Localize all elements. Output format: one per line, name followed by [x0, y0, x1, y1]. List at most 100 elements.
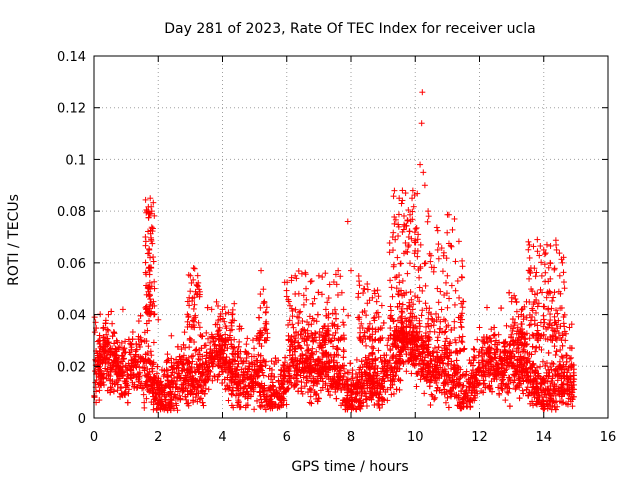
data-point	[525, 238, 532, 245]
data-point	[425, 213, 432, 220]
data-point	[414, 190, 421, 197]
data-points	[91, 89, 578, 414]
data-point	[322, 306, 329, 313]
data-point	[363, 312, 370, 319]
data-point	[399, 301, 406, 308]
data-point	[374, 287, 381, 294]
data-point	[442, 317, 449, 324]
data-point	[442, 399, 449, 406]
data-point	[551, 313, 558, 320]
data-point	[109, 320, 116, 327]
data-point	[404, 217, 411, 224]
data-point	[455, 238, 462, 245]
data-point	[356, 282, 363, 289]
data-point	[539, 358, 546, 365]
data-point	[490, 332, 497, 339]
data-point	[484, 339, 491, 346]
data-point	[449, 226, 456, 233]
data-point	[110, 329, 117, 336]
data-point	[308, 378, 315, 385]
data-point	[315, 395, 322, 402]
data-point	[435, 255, 442, 262]
data-point	[434, 227, 441, 234]
data-point	[147, 348, 154, 355]
data-point	[146, 268, 153, 275]
data-point	[289, 321, 296, 328]
data-point	[308, 400, 315, 407]
data-point	[339, 319, 346, 326]
data-point	[506, 403, 513, 410]
data-point	[568, 321, 575, 328]
data-point	[96, 387, 103, 394]
data-point	[474, 336, 481, 343]
data-point	[414, 253, 421, 260]
data-point	[143, 395, 150, 402]
data-point	[307, 278, 314, 285]
data-point	[209, 363, 216, 370]
data-point	[355, 272, 362, 279]
data-point	[433, 387, 440, 394]
data-point	[248, 353, 255, 360]
data-point	[340, 321, 347, 328]
data-point	[386, 239, 393, 246]
data-point	[459, 263, 466, 270]
data-point	[491, 331, 498, 338]
data-point	[390, 390, 397, 397]
data-point	[397, 260, 404, 267]
data-point	[445, 404, 452, 411]
data-point	[243, 349, 250, 356]
data-point	[387, 347, 394, 354]
data-point	[399, 277, 406, 284]
data-point	[195, 355, 202, 362]
data-point	[324, 299, 331, 306]
data-point	[260, 286, 267, 293]
data-point	[451, 318, 458, 325]
data-point	[141, 404, 148, 411]
data-point	[410, 203, 417, 210]
data-point	[451, 215, 458, 222]
data-point	[256, 314, 263, 321]
data-point	[378, 302, 385, 309]
data-point	[181, 329, 188, 336]
data-point	[407, 288, 414, 295]
data-point	[459, 339, 466, 346]
data-point	[124, 399, 131, 406]
data-point	[444, 211, 451, 218]
data-point	[388, 307, 395, 314]
data-point	[391, 187, 398, 194]
data-point	[451, 301, 458, 308]
data-point	[442, 328, 449, 335]
data-point	[302, 269, 309, 276]
data-point	[325, 323, 332, 330]
data-point	[410, 324, 417, 331]
data-point	[141, 329, 148, 336]
data-point	[363, 402, 370, 409]
data-point	[314, 311, 321, 318]
data-point	[459, 304, 466, 311]
data-point	[414, 294, 421, 301]
data-point	[186, 302, 193, 309]
data-point	[311, 295, 318, 302]
data-point	[532, 273, 539, 280]
data-point	[275, 378, 282, 385]
data-point	[176, 392, 183, 399]
data-point	[480, 338, 487, 345]
data-point	[484, 304, 491, 311]
data-point	[398, 200, 405, 207]
data-point	[256, 389, 263, 396]
data-point	[396, 386, 403, 393]
data-point	[205, 386, 212, 393]
data-point	[257, 403, 264, 410]
data-point	[505, 389, 512, 396]
data-point	[295, 267, 302, 274]
data-point	[503, 322, 510, 329]
data-point	[417, 241, 424, 248]
data-point	[301, 326, 308, 333]
data-point	[557, 346, 564, 353]
data-point	[141, 399, 148, 406]
data-point	[545, 349, 552, 356]
data-point	[118, 339, 125, 346]
data-point	[458, 324, 465, 331]
data-point	[150, 339, 157, 346]
data-point	[413, 383, 420, 390]
